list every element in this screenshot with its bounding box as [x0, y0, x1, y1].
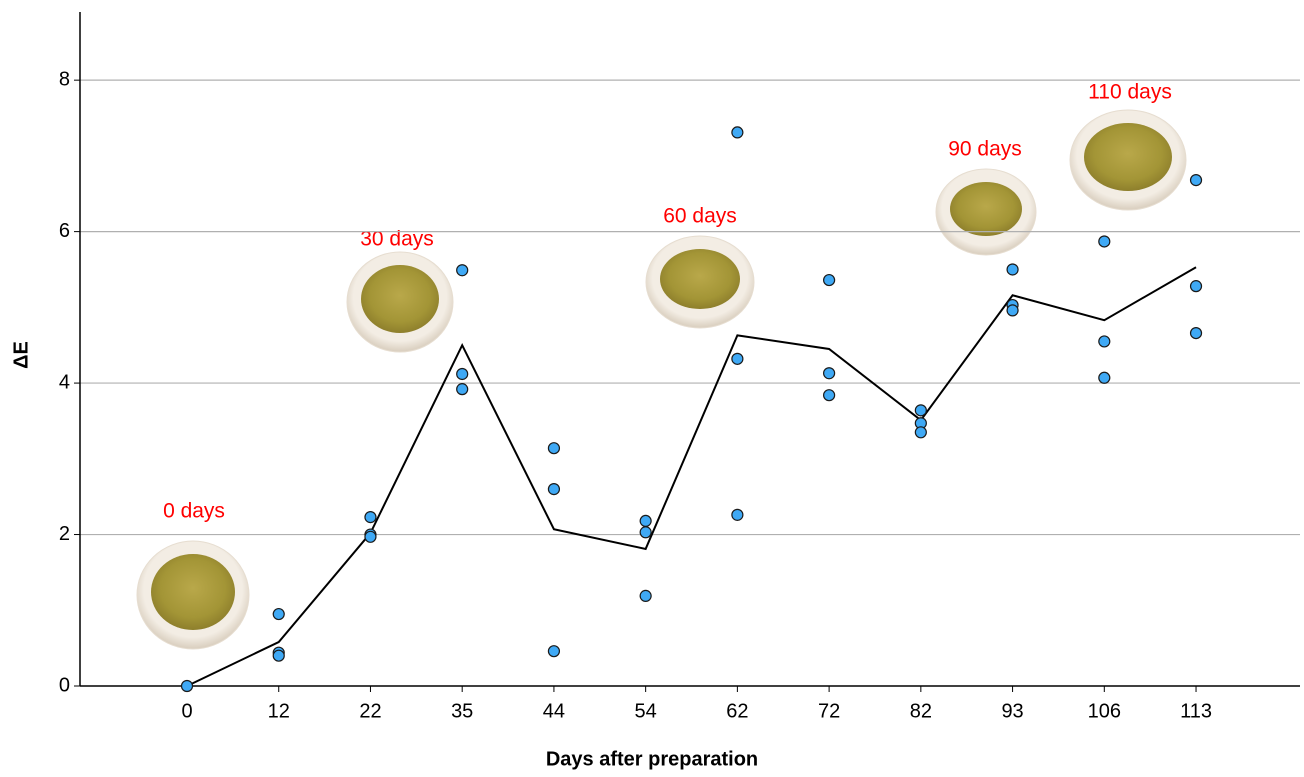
data-point [365, 531, 376, 542]
data-point [365, 512, 376, 523]
photo-food [1084, 123, 1172, 191]
photo-food [660, 249, 740, 309]
mean-line [187, 267, 1196, 686]
data-point [640, 590, 651, 601]
photo-food [361, 265, 439, 333]
chart: 0 days 30 days 60 days 90 days 110 days 0 2 4 6… [0, 0, 1304, 772]
annotation: 90 days [948, 138, 1022, 161]
x-tick-label: 72 [818, 700, 840, 722]
data-point [1007, 305, 1018, 316]
x-tick-label: 106 [1088, 700, 1121, 722]
data-point [1191, 328, 1202, 339]
data-point [1007, 264, 1018, 275]
data-point [273, 650, 284, 661]
data-point [640, 515, 651, 526]
x-tick-label: 82 [910, 700, 932, 722]
data-point [548, 646, 559, 657]
data-point [824, 390, 835, 401]
data-point [1099, 236, 1110, 247]
data-point [457, 368, 468, 379]
photo-food [151, 554, 235, 630]
y-tick-label: 4 [59, 371, 70, 393]
data-point [182, 681, 193, 692]
data-point [1191, 175, 1202, 186]
x-tick-label: 54 [635, 700, 657, 722]
annotation: 110 days [1088, 81, 1172, 104]
y-tick-label: 8 [59, 68, 70, 90]
data-point [732, 509, 743, 520]
data-point [457, 265, 468, 276]
data-point [824, 275, 835, 286]
x-tick-label: 35 [451, 700, 473, 722]
x-tick-label: 93 [1001, 700, 1023, 722]
annotation: 60 days [663, 205, 737, 228]
x-tick-label: 62 [726, 700, 748, 722]
data-point [1099, 336, 1110, 347]
data-point [640, 527, 651, 538]
data-point [915, 427, 926, 438]
data-point [732, 353, 743, 364]
x-tick-label: 44 [543, 700, 565, 722]
photo-food [950, 182, 1022, 236]
data-point [273, 609, 284, 620]
photos: 0 days 30 days 60 days 90 days 110 days [137, 81, 1186, 649]
data-point [548, 443, 559, 454]
data-point [457, 384, 468, 395]
x-tick-label: 0 [181, 700, 192, 722]
data-point [732, 127, 743, 138]
y-tick-label: 6 [59, 220, 70, 242]
x-tick-label: 12 [268, 700, 290, 722]
annotation: 30 days [360, 228, 434, 251]
annotation: 0 days [163, 500, 225, 523]
data-point [824, 368, 835, 379]
data-point [915, 405, 926, 416]
y-tick-label: 2 [59, 523, 70, 545]
data-point [1191, 281, 1202, 292]
data-point [548, 484, 559, 495]
data-point [1099, 372, 1110, 383]
x-tick-label: 113 [1180, 700, 1212, 722]
x-axis-label: Days after preparation [546, 748, 758, 770]
y-tick-label: 0 [59, 674, 70, 696]
x-tick-label: 22 [359, 700, 381, 722]
y-axis-label: ΔE [10, 341, 32, 369]
